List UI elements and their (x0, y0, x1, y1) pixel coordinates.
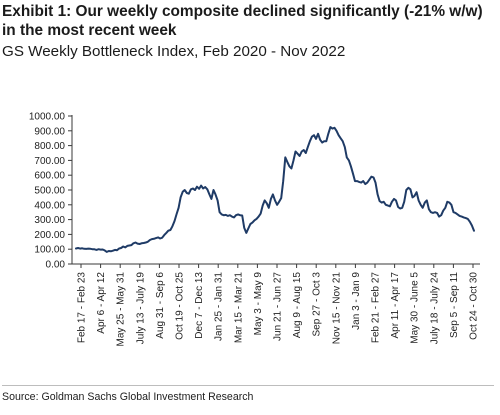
series-layer (75, 126, 475, 253)
x-tick-label: Jan 3 - Jan 9 (351, 272, 362, 330)
x-tick-label: May 25 - May 31 (116, 272, 127, 347)
x-tick-label: Sep 27 - Oct 3 (312, 272, 323, 337)
y-axis: 0.00 100.00 200.00 300.00 400.00 500.00 600.00… (29, 112, 73, 271)
x-tick-label: Sep 5 - Sep 11 (449, 272, 460, 338)
x-axis: Feb 17 - Feb 23 Apr 6 - Apr 12 May 25 - Ma… (72, 263, 480, 347)
x-tick-label: Aug 9 - Aug 15 (292, 272, 303, 339)
y-tick-label: 800.00 (34, 141, 65, 152)
y-tick-label: 1000.00 (29, 112, 66, 123)
y-tick-label: 100.00 (34, 245, 65, 256)
x-tick-label: Jan 25 - Jan 31 (214, 272, 225, 341)
chart-title: Exhibit 1: Our weekly composite declined… (2, 3, 483, 39)
x-tick-label: July 18 - July 24 (429, 272, 440, 345)
x-tick-label: Feb 17 - Feb 23 (77, 272, 88, 344)
x-tick-label: Oct 24 - Oct 30 (469, 272, 480, 340)
y-tick-label: 500.00 (34, 186, 65, 197)
x-tick-label: Apr 11 - Apr 17 (390, 272, 401, 339)
x-tick-label: Mar 15 - Mar 21 (233, 272, 244, 344)
x-tick-label: July 13 - July 19 (135, 272, 146, 345)
x-tick-label: May 3 - May 9 (253, 272, 264, 336)
chart-subtitle: GS Weekly Bottleneck Index, Feb 2020 - N… (2, 43, 346, 60)
footer-divider (2, 385, 494, 386)
series-line (75, 126, 475, 253)
x-tick-label: Jun 21 - Jun 27 (273, 272, 284, 341)
y-tick-label: 300.00 (34, 215, 65, 226)
source-note: Source: Goldman Sachs Global Investment … (2, 391, 254, 403)
x-tick-label: May 30 - June 5 (410, 272, 421, 344)
x-tick-label: Dec 7 - Dec 13 (194, 272, 205, 339)
y-tick-label: 700.00 (34, 156, 65, 167)
x-tick-label: Nov 15 - Nov 21 (331, 272, 342, 345)
x-tick-label: Oct 19 - Oct 25 (175, 272, 186, 340)
y-tick-label: 900.00 (34, 126, 65, 137)
y-tick-label: 400.00 (34, 200, 65, 211)
line-chart: 0.00 100.00 200.00 300.00 400.00 500.00 600.00… (29, 112, 480, 347)
x-tick-label: Aug 31 - Sep 6 (155, 272, 166, 339)
y-tick-label: 600.00 (34, 171, 65, 182)
y-tick-label: 200.00 (34, 230, 65, 241)
x-tick-label: Apr 6 - Apr 12 (96, 272, 107, 334)
x-tick-label: Feb 21 - Feb 27 (371, 272, 382, 344)
y-tick-label: 0.00 (46, 260, 66, 271)
